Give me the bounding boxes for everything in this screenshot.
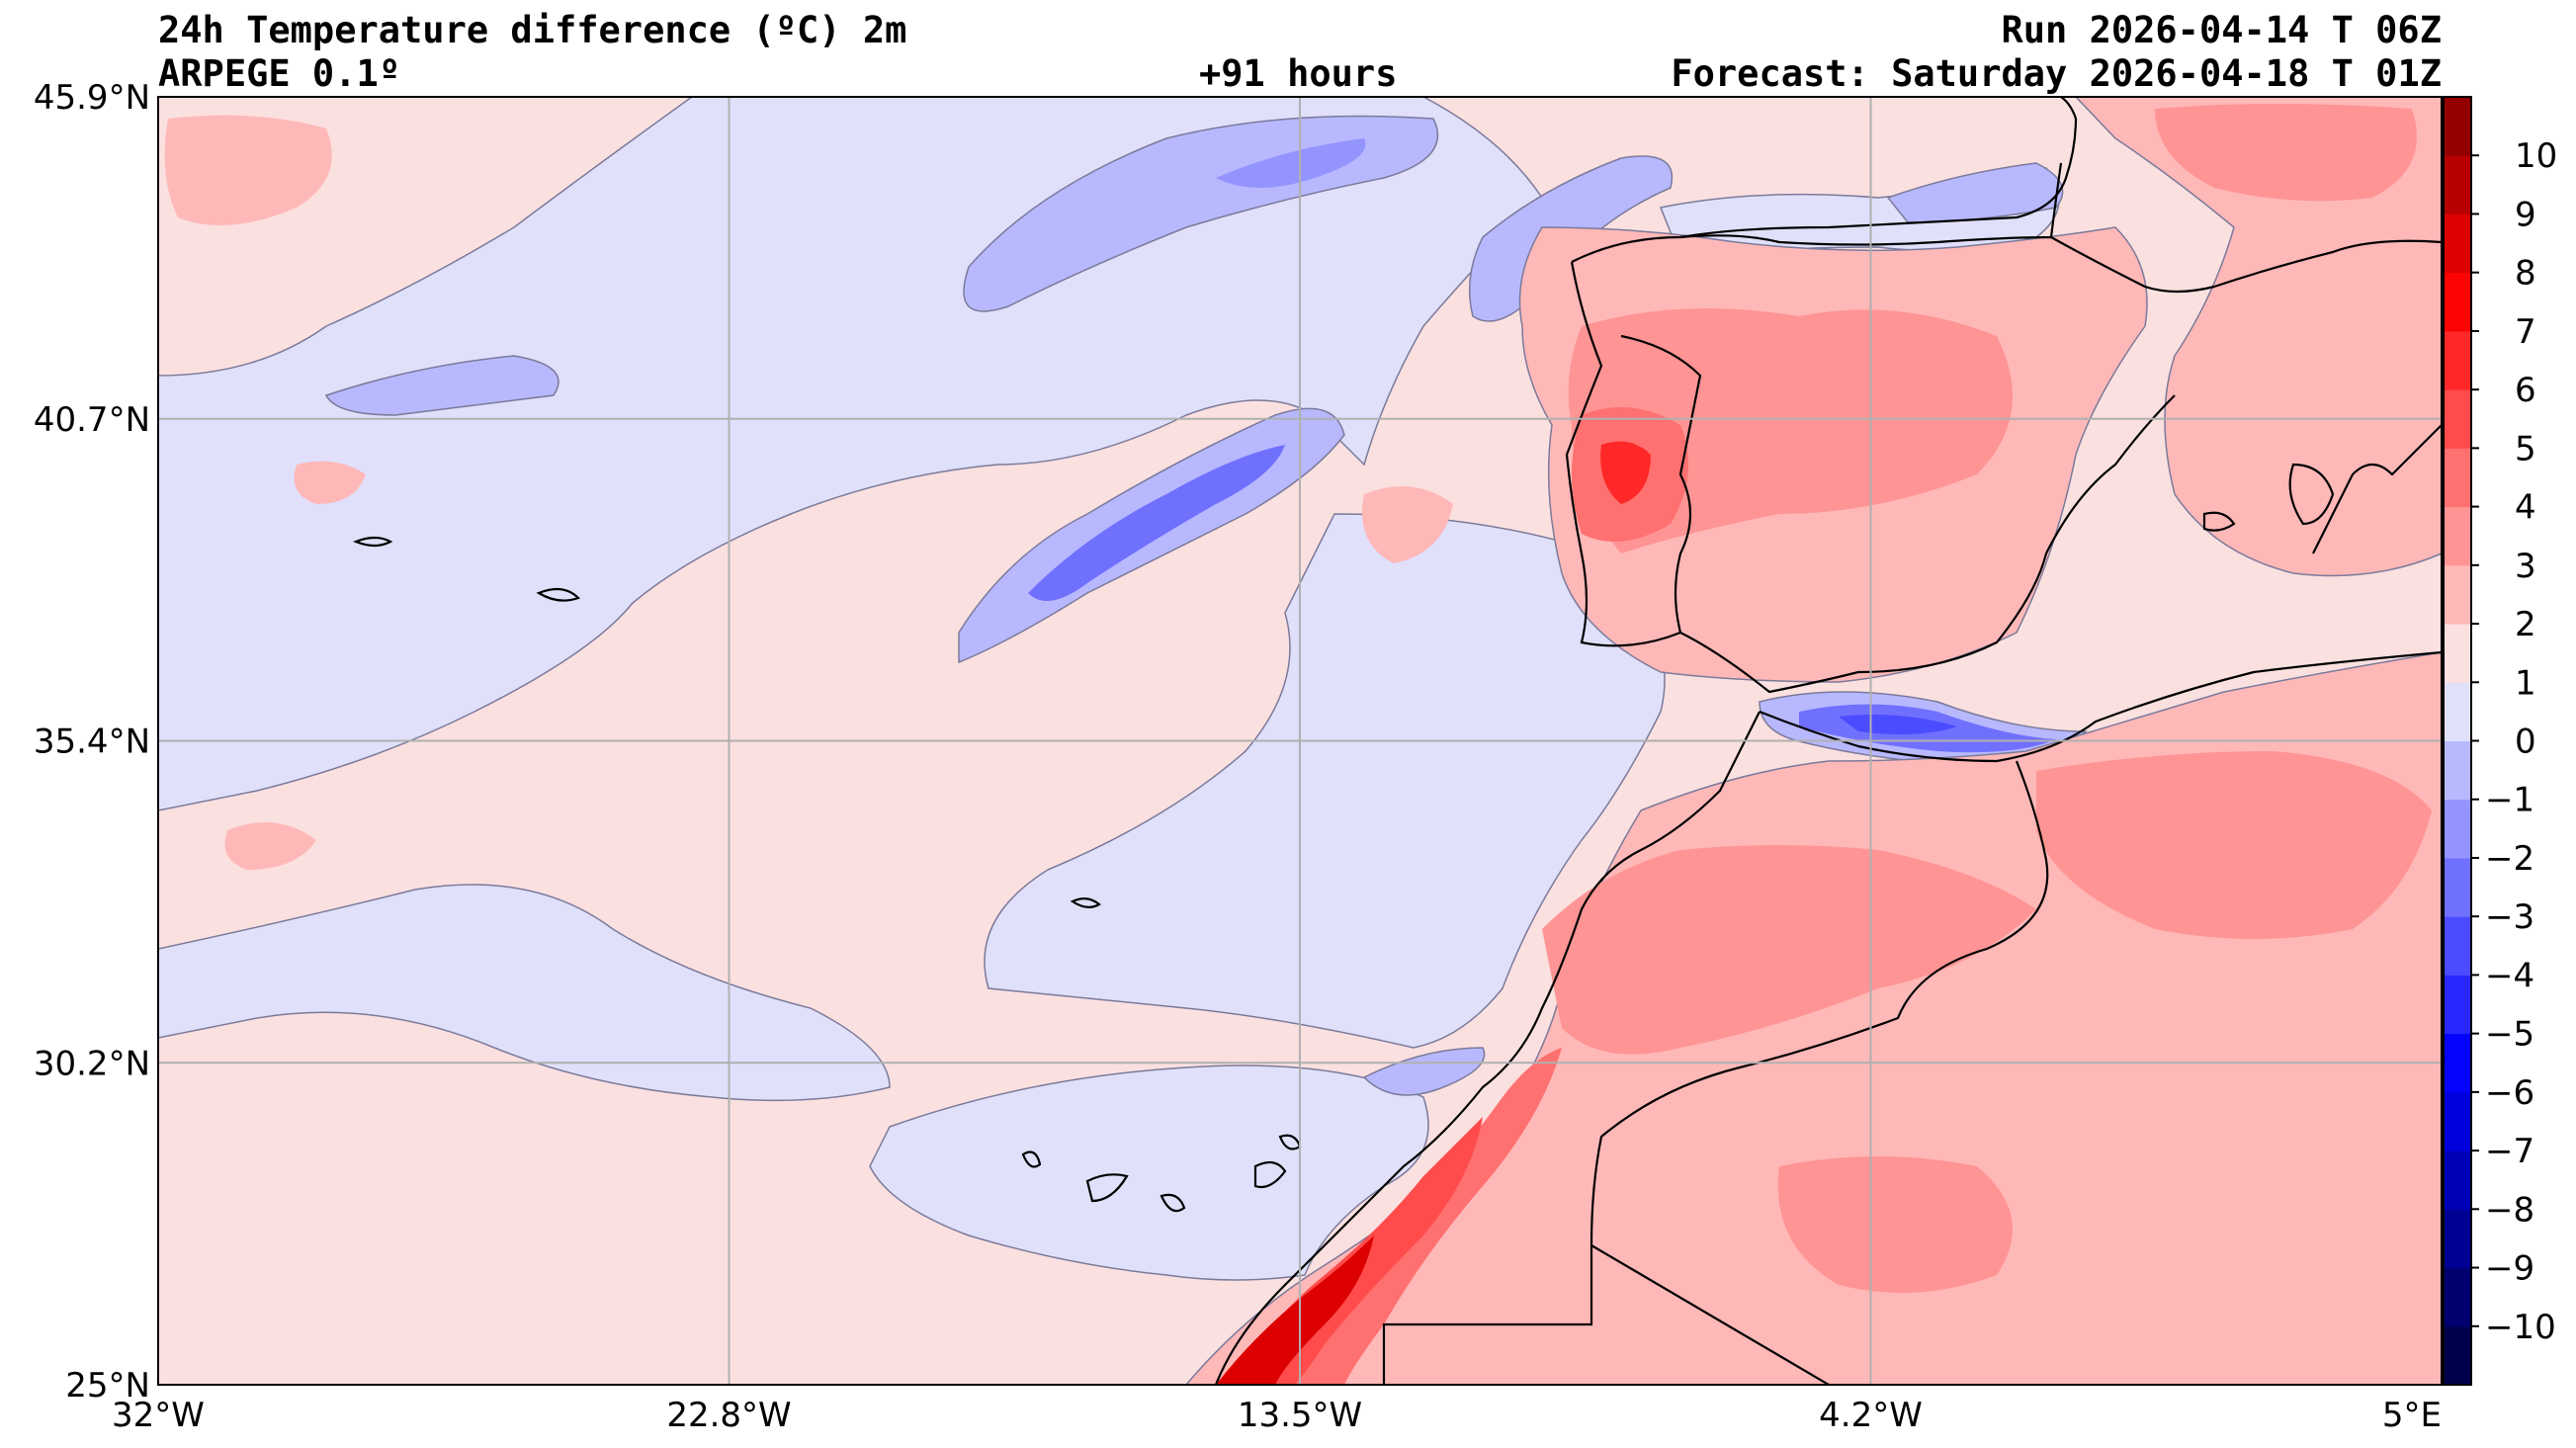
coastline-sardinia — [2288, 463, 2335, 526]
lat-tick-label: 40.7°N — [34, 400, 150, 440]
colorbar-swatch — [2444, 1033, 2471, 1093]
colorbar-swatch — [2444, 97, 2471, 156]
plot-frame — [157, 96, 2443, 1386]
coastline-canary-1 — [1021, 1150, 1042, 1168]
coastline-iberia — [1565, 162, 2442, 694]
colorbar-swatch — [2444, 1091, 2471, 1151]
colorbar-label: −6 — [2485, 1073, 2534, 1113]
warming-patch-atlantic — [1362, 486, 1453, 563]
coastline-canary-4 — [1253, 1160, 1287, 1189]
lead-time: +91 hours — [1199, 52, 1398, 95]
colorbar-label: −4 — [2485, 956, 2534, 995]
colorbar-swatch — [2444, 389, 2471, 449]
colorbar-swatch — [2444, 1267, 2471, 1327]
colorbar-label: 10 — [2515, 136, 2557, 176]
lon-tick-label: 4.2°W — [1819, 1396, 1923, 1435]
colorbar-label: −10 — [2485, 1308, 2556, 1347]
border-morocco-algeria — [1382, 760, 2049, 1385]
colorbar-swatch — [2444, 1150, 2471, 1210]
cooling-region-atlantic — [158, 97, 1543, 811]
cooling-core-alboran-inner — [1839, 714, 1957, 735]
coastline-canary-2 — [1085, 1173, 1129, 1203]
lon-tick-label: 13.5°W — [1238, 1396, 1362, 1435]
cooling-core-north — [1216, 138, 1366, 188]
lon-tick-label: 5°E — [2382, 1396, 2442, 1435]
lat-tick-label: 25°N — [65, 1366, 150, 1405]
border-portugal-spain — [1620, 334, 1702, 634]
colorbar-label: 1 — [2515, 663, 2536, 703]
warming-patch-northwest — [164, 115, 332, 225]
cooling-region-southwest — [158, 884, 891, 1102]
chart-title: 24h Temperature difference (ºC) 2m — [158, 9, 907, 51]
run-time: Run 2026-04-14 T 06Z — [2001, 9, 2442, 51]
colorbar-swatch — [2444, 1325, 2471, 1386]
warming-core-northeast — [2155, 104, 2417, 202]
colorbar-swatch — [2444, 857, 2471, 917]
colorbar-swatch — [2444, 799, 2471, 859]
border-mauritania — [1590, 1244, 1830, 1385]
latitude-labels: 45.9°N 40.7°N 35.4°N 30.2°N 25°N — [34, 78, 150, 1405]
forecast-time: Forecast: Saturday 2026-04-18 T 01Z — [1671, 52, 2442, 95]
coastline-canary-3 — [1159, 1193, 1186, 1213]
coastline-azores-2 — [536, 587, 581, 602]
colorbar-swatch — [2444, 624, 2471, 683]
longitude-labels: 32°W 22.8°W 13.5°W 4.2°W 5°E — [112, 1396, 2442, 1435]
colorbar-swatch — [2444, 448, 2471, 508]
colorbar-label: −3 — [2485, 897, 2534, 937]
colorbar-label: −1 — [2485, 781, 2534, 820]
map-gridlines — [158, 97, 2442, 1385]
colorbar-label: 6 — [2515, 371, 2536, 410]
model-name: ARPEGE 0.1º — [158, 52, 401, 95]
warming-core-east — [2036, 751, 2432, 939]
colorbar-label: 2 — [2515, 605, 2536, 644]
colorbar-label: 5 — [2515, 429, 2536, 468]
coastline-north-africa — [1214, 650, 2442, 1385]
colorbar-label: −8 — [2485, 1190, 2534, 1230]
colorbar-swatch — [2444, 272, 2471, 332]
colorbar-label: −2 — [2485, 839, 2534, 879]
cooling-core-mid — [1028, 445, 1285, 601]
colorbar-label: 3 — [2515, 547, 2536, 586]
colorbar-swatch — [2444, 564, 2471, 625]
colorbar-label: 0 — [2515, 723, 2536, 762]
colorbar-swatch — [2444, 155, 2471, 214]
lat-tick-label: 45.9°N — [34, 78, 150, 118]
lat-tick-label: 35.4°N — [34, 723, 150, 762]
lon-tick-label: 22.8°W — [666, 1396, 791, 1435]
warming-extreme-portugal — [1600, 441, 1651, 504]
colorbar-swatch — [2444, 916, 2471, 976]
colorbar-swatch — [2444, 213, 2471, 274]
coastline-italy-sardinia — [2312, 424, 2442, 554]
colorbar-label: −9 — [2485, 1249, 2534, 1289]
colorbar-label: −5 — [2485, 1015, 2534, 1055]
coastline-madeira — [1070, 897, 1101, 908]
colorbar-label: 4 — [2515, 488, 2536, 528]
cooling-band-west — [324, 355, 559, 416]
coastline-france — [1679, 97, 2078, 239]
colorbar-swatch — [2444, 1209, 2471, 1269]
colorbar-swatch — [2444, 330, 2471, 390]
warming-region-northeast — [2074, 97, 2442, 577]
warming-core-africa — [1542, 845, 2036, 1055]
colorbar-label: −7 — [2485, 1132, 2534, 1171]
lat-tick-label: 30.2°N — [34, 1044, 150, 1083]
lon-tick-label: 32°W — [112, 1396, 205, 1435]
colorbar-label: 7 — [2515, 312, 2536, 352]
warming-patch-west — [224, 822, 316, 870]
coastlines — [353, 97, 2442, 1385]
colorbar-swatch — [2444, 975, 2471, 1035]
cooling-region-canaries — [869, 1065, 1429, 1281]
colorbar-swatch — [2444, 682, 2471, 741]
colorbar-label: 9 — [2515, 195, 2536, 234]
colorbar-label: 8 — [2515, 254, 2536, 294]
colorbar-swatch — [2444, 740, 2471, 801]
warming-extreme-sahara-core — [1216, 1235, 1374, 1385]
coastline-azores-1 — [353, 536, 393, 548]
coastline-balearics — [2202, 511, 2236, 532]
colorbar-swatch — [2444, 506, 2471, 566]
warming-patch-azores-east — [294, 461, 366, 504]
warming-core-south — [1777, 1156, 2013, 1293]
